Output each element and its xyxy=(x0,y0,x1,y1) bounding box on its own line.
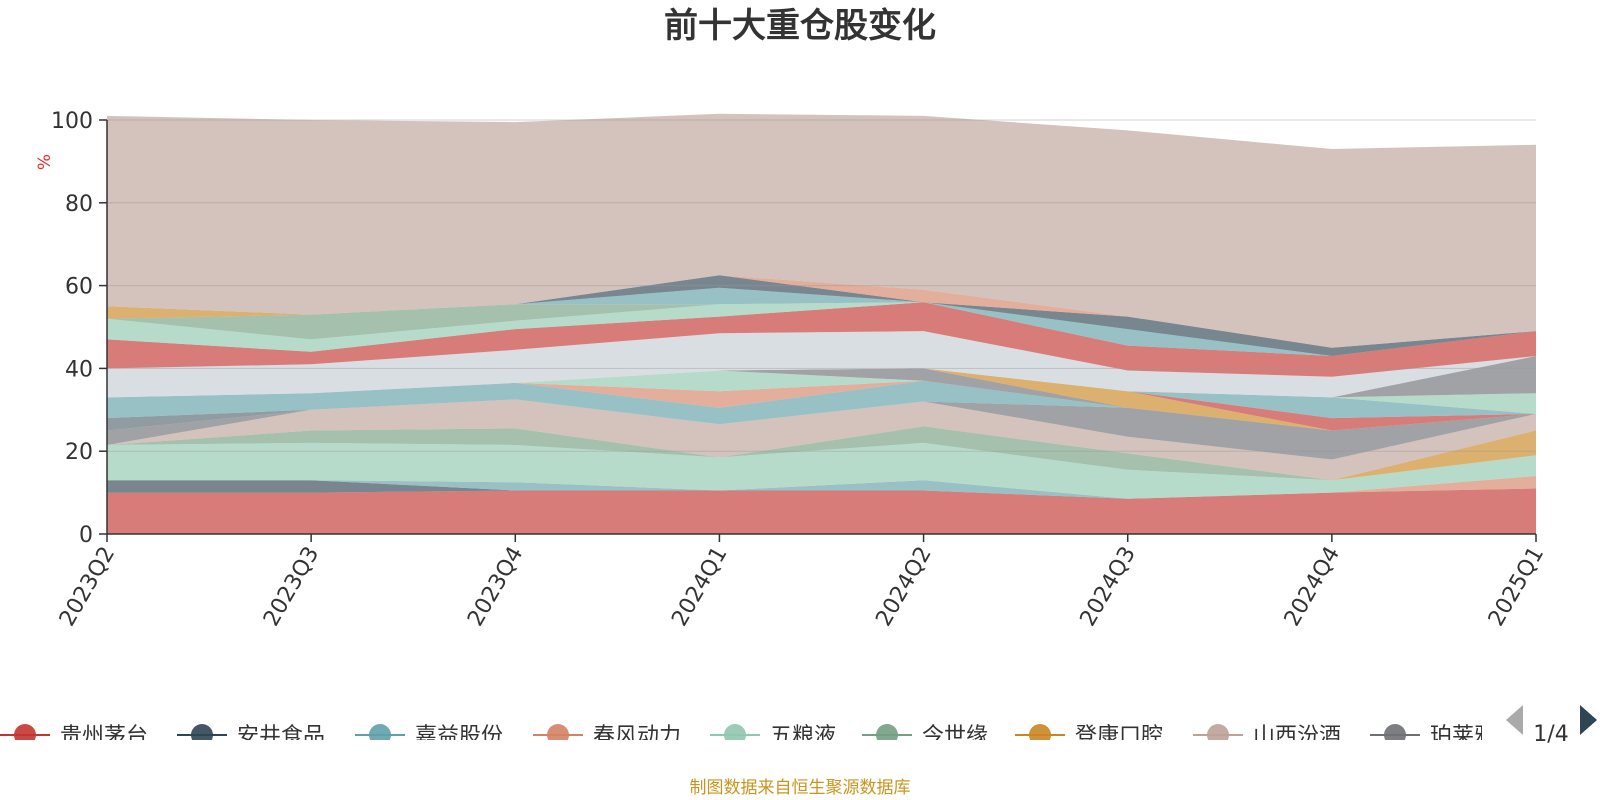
legend-item[interactable]: 珀莱雅 xyxy=(1370,724,1496,749)
legend-item[interactable]: 安井食品 xyxy=(177,724,325,749)
legend-item[interactable]: 今世缘 xyxy=(862,724,988,749)
x-tick-label: 2023Q3 xyxy=(259,543,324,631)
legend-item[interactable]: 贵州茅台 xyxy=(0,724,148,749)
legend-circle-icon xyxy=(547,724,569,740)
x-tick-label: 2024Q2 xyxy=(871,543,936,631)
area-series-15 xyxy=(107,368,1536,431)
x-tick-label: 2025Q1 xyxy=(1484,543,1549,631)
x-tick-label: 2023Q4 xyxy=(463,543,528,631)
legend-item[interactable]: 五粮液 xyxy=(710,724,836,749)
area-series-27 xyxy=(107,113,1536,348)
legend-label: 珀莱雅 xyxy=(1430,724,1496,749)
legend-circle-icon xyxy=(191,724,213,740)
legend-item[interactable]: 春风动力 xyxy=(533,724,681,749)
legend-label: 山西汾酒 xyxy=(1253,724,1341,749)
area-series-0 xyxy=(107,488,1536,534)
x-tick-label: 2023Q2 xyxy=(55,543,120,631)
area-series-18 xyxy=(107,356,1536,398)
y-axis-unit-label: % xyxy=(35,154,55,170)
area-series-5 xyxy=(107,426,1536,481)
area-series-1 xyxy=(107,480,1536,499)
legend-circle-icon xyxy=(1207,724,1229,740)
source-note: 制图数据来自恒生聚源数据库 xyxy=(689,778,911,798)
area-series-20 xyxy=(107,302,1536,377)
legend-label: 嘉益股份 xyxy=(415,724,503,749)
legend-item[interactable]: 嘉益股份 xyxy=(355,724,503,749)
area-series-19 xyxy=(107,331,1536,398)
x-tick-label: 2024Q1 xyxy=(667,543,732,631)
x-tick-label: 2024Q3 xyxy=(1076,543,1141,631)
y-tick-label: 20 xyxy=(65,440,93,465)
legend-prev-page-icon[interactable] xyxy=(1506,705,1523,735)
areas-layer xyxy=(107,113,1536,534)
area-series-25 xyxy=(107,275,1536,356)
legend-circle-icon xyxy=(1029,724,1051,740)
area-series-8 xyxy=(107,399,1536,460)
legend-label: 登康口腔 xyxy=(1075,724,1163,749)
legend-pager: 1/4 xyxy=(1506,705,1597,747)
legend-label: 五粮液 xyxy=(770,724,836,749)
y-tick-label: 40 xyxy=(65,357,93,382)
legend-page-indicator: 1/4 xyxy=(1533,722,1568,747)
legend-next-page-icon[interactable] xyxy=(1580,705,1597,735)
area-series-4 xyxy=(107,442,1536,499)
area-series-22 xyxy=(107,302,1536,356)
x-tick-label: 2024Q4 xyxy=(1280,543,1345,631)
area-series-12 xyxy=(107,370,1536,431)
area-series-24 xyxy=(107,287,1536,356)
legend-label: 今世缘 xyxy=(922,724,988,749)
legend-circle-icon xyxy=(1384,724,1406,740)
area-series-10 xyxy=(107,380,1536,431)
legend-label: 春风动力 xyxy=(593,724,681,749)
area-series-7 xyxy=(107,399,1536,481)
legend-circle-icon xyxy=(724,724,746,740)
legend-item[interactable]: 登康口腔 xyxy=(1015,724,1163,749)
legend: 贵州茅台 安井食品 嘉益股份 春风动力 五粮液 今世缘 登康口腔 山西汾酒 珀莱雅 xyxy=(0,724,1496,749)
legend-item[interactable]: 山西汾酒 xyxy=(1193,724,1341,749)
legend-label: 安井食品 xyxy=(237,724,325,749)
y-tick-label: 0 xyxy=(79,523,93,548)
legend-circle-icon xyxy=(14,724,36,740)
area-series-2 xyxy=(107,480,1536,499)
area-series-11 xyxy=(107,380,1536,431)
grid-layer xyxy=(107,119,1536,452)
legend-label: 贵州茅台 xyxy=(60,724,148,749)
area-series-16 xyxy=(107,368,1536,419)
y-tick-label: 100 xyxy=(51,109,93,134)
legend-circle-icon xyxy=(369,724,391,740)
y-tick-label: 60 xyxy=(65,275,93,300)
chart-title: 前十大重仓股变化 xyxy=(664,6,936,46)
y-tick-label: 80 xyxy=(65,192,93,217)
legend-circle-icon xyxy=(876,724,898,740)
